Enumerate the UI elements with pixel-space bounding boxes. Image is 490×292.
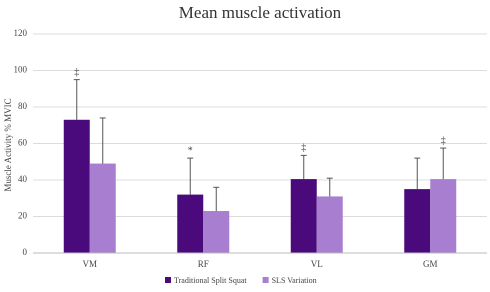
y-tick-label: 60 xyxy=(18,138,28,148)
significance-marker: * xyxy=(188,145,193,156)
legend-label: SLS Variation xyxy=(272,276,317,285)
bar xyxy=(203,211,230,253)
y-tick-label: 80 xyxy=(18,101,28,111)
legend-swatch xyxy=(262,277,269,283)
bar xyxy=(316,196,343,253)
y-tick-label: 0 xyxy=(23,247,28,257)
legend-swatch xyxy=(165,277,171,283)
bar xyxy=(290,179,317,253)
x-tick-label: VL xyxy=(311,259,323,269)
bar xyxy=(404,189,431,253)
significance-marker: ‡ xyxy=(441,135,446,146)
y-tick-label: 120 xyxy=(14,28,28,38)
y-tick-label: 40 xyxy=(18,174,28,184)
y-tick-label: 100 xyxy=(14,65,28,75)
y-axis-label: Muscle Activity % MVIC xyxy=(3,98,13,191)
bar xyxy=(63,119,90,254)
bar xyxy=(89,163,116,253)
bar xyxy=(177,194,204,253)
significance-marker: ‡ xyxy=(301,143,306,154)
significance-marker: ‡ xyxy=(74,67,79,78)
x-tick-label: RF xyxy=(198,259,209,269)
legend-label: Traditional Split Squat xyxy=(174,276,247,285)
y-tick-label: 20 xyxy=(18,211,28,221)
bar xyxy=(430,179,457,253)
x-tick-label: GM xyxy=(423,259,438,269)
chart-title: Mean muscle activation xyxy=(179,3,342,22)
x-tick-label: VM xyxy=(82,259,97,269)
